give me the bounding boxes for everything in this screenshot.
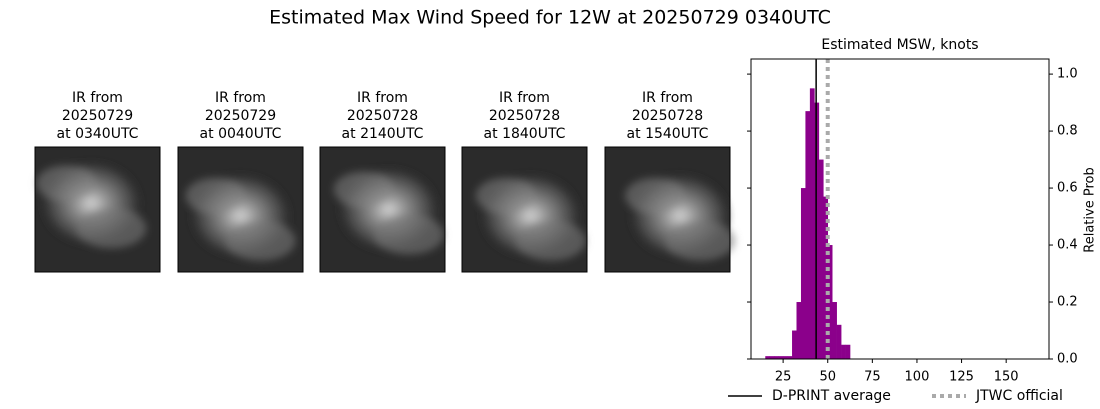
bar [832,302,837,359]
cloud-pattern [475,175,586,261]
cloud [333,171,394,208]
cloud-pattern [625,175,735,261]
bar [774,356,779,359]
panel-title: 20250728 [489,108,560,124]
bar [836,324,842,359]
panel-title: 20250728 [632,108,703,124]
panel-title: 20250729 [205,108,276,124]
y-axis-label: Relative Prob [1083,167,1098,252]
bar [805,111,811,359]
panel-title: 20250729 [62,108,133,124]
panel-title: at 0340UTC [57,126,139,142]
cloud-pattern [333,169,444,255]
bar [792,330,797,359]
bar [823,196,829,359]
legend-label: JTWC official [975,388,1063,404]
panel-title: IR from [642,90,693,106]
bar [809,88,815,359]
image-border [319,146,446,273]
y-tick-label: 0.0 [1057,352,1078,367]
x-tick-label: 150 [994,370,1019,385]
bar [827,245,833,359]
bar [841,344,846,359]
panel-title: at 1840UTC [484,126,566,142]
x-tick-label: 75 [864,370,881,385]
bar [800,188,806,359]
cloud [373,214,444,255]
image-border [604,146,731,273]
panel-title: IR from [357,90,408,106]
cloud [76,208,147,249]
cloud [36,165,97,202]
panel-title: IR from [499,90,550,106]
bar [765,356,771,359]
cloud [625,177,685,214]
bar [783,356,788,359]
panel-title: at 1540UTC [627,126,709,142]
panel-title: at 0040UTC [200,126,282,142]
panel-title: IR from [215,90,266,106]
panel-title: at 2140UTC [342,126,424,142]
cloud-pattern [185,175,296,261]
plot-frame [750,58,1050,360]
bar [787,356,793,359]
legend-label: D-PRINT average [772,388,891,404]
y-tick-label: 0.4 [1057,238,1078,253]
x-tick-label: 100 [905,370,930,385]
y-tick-label: 0.2 [1057,295,1078,310]
image-border [177,146,304,273]
panel-title: 20250728 [347,108,418,124]
bar [845,344,851,359]
x-tick-label: 25 [775,370,792,385]
x-tick-label: 50 [819,370,836,385]
x-tick-label: 125 [949,370,974,385]
cloud [515,220,586,261]
cloud [665,220,735,261]
cloud [475,177,536,214]
bar [778,356,784,359]
page-title: Estimated Max Wind Speed for 12W at 2025… [269,7,831,29]
cloud-pattern [36,163,147,249]
panel-title: IR from [72,90,123,106]
y-tick-label: 1.0 [1057,67,1078,82]
cloud [185,177,246,214]
bar [769,356,775,359]
image-border [34,146,161,273]
cloud [225,220,296,261]
bar [818,159,824,359]
y-tick-label: 0.6 [1057,181,1078,196]
chart-title: Estimated MSW, knots [821,37,978,53]
image-border [461,146,588,273]
y-tick-label: 0.8 [1057,124,1078,139]
bar [796,302,802,359]
